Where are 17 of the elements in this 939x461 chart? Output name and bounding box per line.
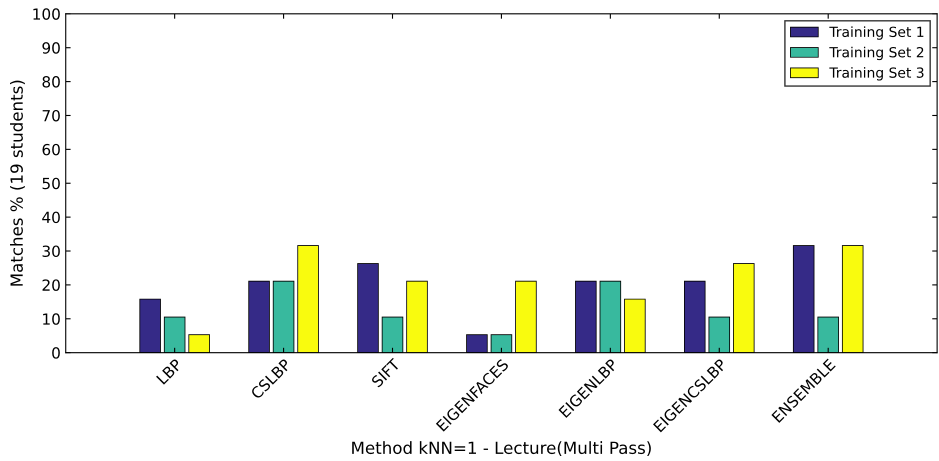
y-tick-label: 30 [42,245,60,258]
legend-label: Training Set 2 [829,46,924,60]
y-tick-label: 10 [43,313,60,325]
y-tick-label: 100 [33,8,60,20]
y-tick-label: 60 [42,144,60,156]
legend-label: Training Set 3 [829,67,924,81]
y-tick-label: 40 [42,212,60,224]
y-tick-label: 20 [42,279,60,291]
y-tick-label: 0 [52,347,60,359]
x-axis-title: Method kNN=1 - Lecture(Multi Pass) [352,441,651,456]
y-tick-label: 70 [42,110,60,122]
y-tick-label: 90 [42,42,60,54]
y-tick-label: 80 [42,76,60,88]
legend-label: Training Set 1 [829,26,924,40]
y-tick-label: 50 [42,178,60,190]
x-tick-label: LBP [156,358,182,385]
y-axis-title: Matches % (19 students) [10,80,25,286]
